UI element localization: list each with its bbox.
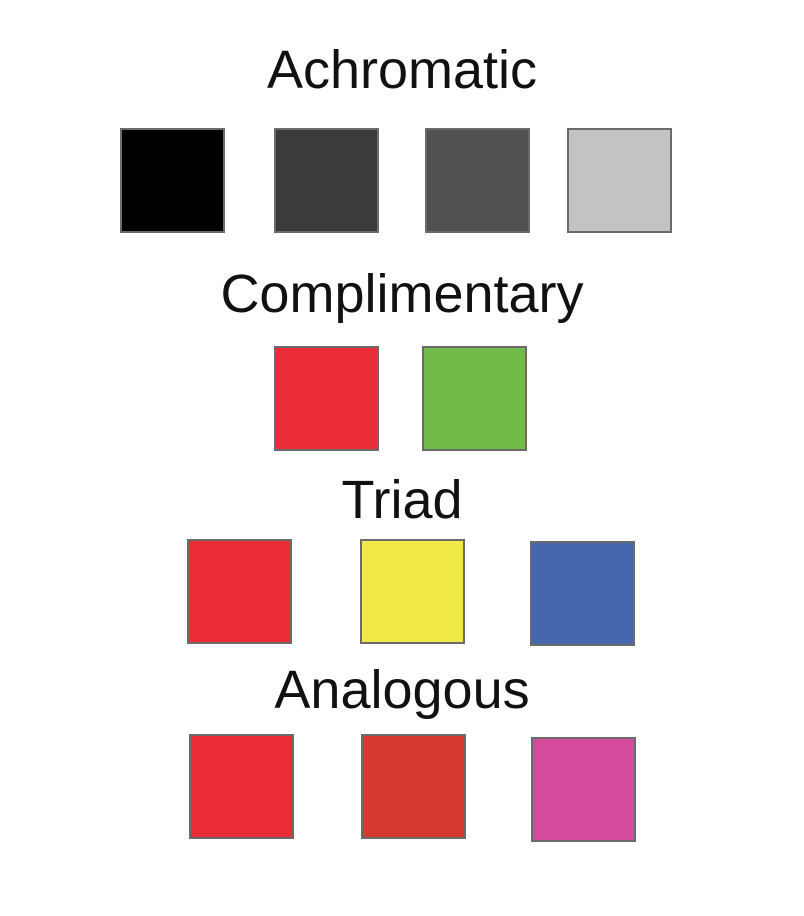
achromatic-heading: Achromatic bbox=[266, 40, 538, 100]
analogous-swatch-2 bbox=[361, 734, 466, 839]
triad-swatch-2 bbox=[360, 539, 465, 644]
analogous-heading: Analogous bbox=[274, 660, 530, 720]
achromatic-swatch-3 bbox=[425, 128, 530, 233]
complimentary-swatch-2 bbox=[422, 346, 527, 451]
achromatic-swatch-2 bbox=[274, 128, 379, 233]
complimentary-heading: Complimentary bbox=[220, 264, 584, 324]
triad-swatch-1 bbox=[187, 539, 292, 644]
triad-swatch-3 bbox=[530, 541, 635, 646]
achromatic-swatch-1 bbox=[120, 128, 225, 233]
achromatic-swatch-4 bbox=[567, 128, 672, 233]
complimentary-swatch-1 bbox=[274, 346, 379, 451]
triad-heading: Triad bbox=[341, 470, 463, 530]
analogous-swatch-1 bbox=[189, 734, 294, 839]
analogous-swatch-3 bbox=[531, 737, 636, 842]
